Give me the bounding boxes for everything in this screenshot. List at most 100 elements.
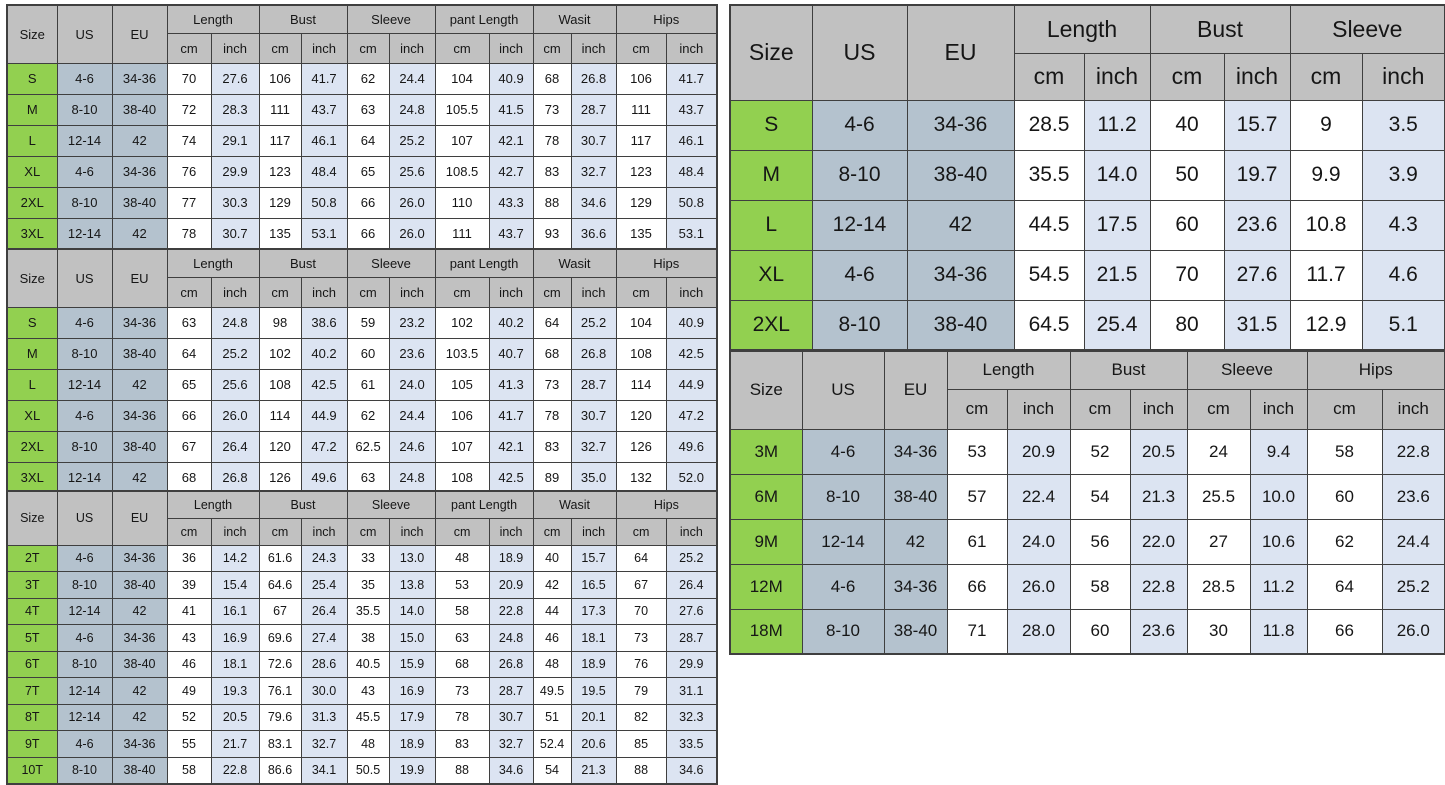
header-unit-cm: cm (532, 517, 572, 546)
cell-cm-value: 72.6 (258, 650, 302, 678)
cell-inch-value: 24.0 (1006, 518, 1071, 565)
cell-cm-value: 111 (615, 93, 667, 126)
cell-cm-value: 78 (532, 399, 572, 432)
size-row: 9T 4-6 34-36 55 21.7 83.1 32.7 48 18.9 83 32.7 52.4… (6, 730, 718, 758)
cell-inch-value: 32.7 (300, 730, 348, 758)
cell-inch-value: 35.0 (570, 461, 617, 494)
cell-inch-value: 29.9 (665, 650, 718, 678)
cell-inch-value: 40.2 (488, 306, 534, 339)
cell-cm-value: 82 (615, 703, 667, 731)
header-unit-inch: inch (1129, 388, 1188, 430)
cell-cm-value: 70 (166, 62, 212, 95)
cell-cm-value: 108 (615, 337, 667, 370)
cell-inch-value: 24.8 (388, 93, 436, 126)
cell-size: 12M (729, 563, 803, 610)
header-unit-inch: inch (488, 517, 534, 546)
cell-cm-value: 64 (166, 337, 212, 370)
header-unit-inch: inch (210, 517, 260, 546)
cell-inch-value: 23.2 (388, 306, 436, 339)
cell-cm-value: 103.5 (434, 337, 490, 370)
cell-eu: 34-36 (111, 730, 168, 758)
cell-inch-value: 46.1 (300, 124, 348, 157)
cell-cm-value: 93 (532, 217, 572, 250)
cell-cm-value: 117 (615, 124, 667, 157)
cell-inch-value: 16.9 (210, 624, 260, 652)
cell-inch-value: 24.8 (388, 461, 436, 494)
cell-inch-value: 32.7 (488, 730, 534, 758)
cell-cm-value: 117 (258, 124, 302, 157)
cell-cm-value: 68 (532, 337, 572, 370)
cell-inch-value: 42.5 (300, 368, 348, 401)
cell-eu: 38-40 (111, 186, 168, 219)
cell-cm-value: 52.4 (532, 730, 572, 758)
size-row: S 4-6 34-36 63 24.8 98 38.6 59 23.2 102 40.2 64 25.2… (6, 306, 718, 339)
cell-cm-value: 108.5 (434, 155, 490, 188)
cell-size: S (6, 62, 58, 95)
cell-cm-value: 63 (434, 624, 490, 652)
cell-inch-value: 14.0 (1083, 149, 1151, 201)
cell-cm-value: 64 (1306, 563, 1383, 610)
cell-cm-value: 114 (615, 368, 667, 401)
cell-cm-value: 111 (258, 93, 302, 126)
header-unit-cm: cm (532, 276, 572, 308)
header-pant-length: pant Length (434, 4, 534, 34)
cell-size: 9M (729, 518, 803, 565)
cell-cm-value: 76.1 (258, 677, 302, 705)
cell-inch-value: 50.8 (665, 186, 718, 219)
cell-cm-value: 67 (166, 430, 212, 463)
cell-cm-value: 78 (166, 217, 212, 250)
cell-inch-value: 32.7 (570, 155, 617, 188)
cell-us: 12-14 (56, 368, 113, 401)
cell-cm-value: 30 (1186, 608, 1251, 655)
size-row: 3XL 12-14 42 78 30.7 135 53.1 66 26.0 111 43.7 93 36… (6, 217, 718, 250)
cell-inch-value: 34.6 (570, 186, 617, 219)
cell-inch-value: 41.7 (488, 399, 534, 432)
cell-us: 4-6 (801, 563, 885, 610)
cell-cm-value: 40.5 (346, 650, 390, 678)
cell-eu: 38-40 (883, 608, 948, 655)
header-sleeve: Sleeve (1186, 350, 1308, 390)
cell-size: 3T (6, 571, 58, 599)
cell-cm-value: 61 (346, 368, 390, 401)
cell-inch-value: 5.1 (1361, 299, 1445, 351)
header-unit-inch: inch (1083, 52, 1151, 101)
cell-inch-value: 23.6 (1381, 473, 1445, 520)
cell-inch-value: 11.2 (1249, 563, 1308, 610)
cell-cm-value: 60 (1069, 608, 1131, 655)
cell-inch-value: 18.1 (570, 624, 617, 652)
size-row: 2XL 8-10 38-40 67 26.4 120 47.2 62.5 24.6 107 42.1… (6, 430, 718, 463)
header-unit-cm: cm (258, 517, 302, 546)
cell-cm-value: 105 (434, 368, 490, 401)
header-unit-inch: inch (388, 517, 436, 546)
cell-cm-value: 78 (532, 124, 572, 157)
header-unit-cm: cm (615, 32, 667, 64)
cell-cm-value: 104 (615, 306, 667, 339)
cell-inch-value: 25.2 (210, 337, 260, 370)
header-unit-inch: inch (300, 517, 348, 546)
size-row: L 12-14 42 44.5 17.5 60 23.6 10.8 4.3 (729, 199, 1445, 251)
header-us: US (811, 4, 908, 101)
cell-inch-value: 40.2 (300, 337, 348, 370)
size-row: 9M 12-14 42 61 24.0 56 22.0 27 10.6 62 24.4 (729, 518, 1445, 565)
cell-inch-value: 28.7 (570, 93, 617, 126)
cell-inch-value: 25.4 (300, 571, 348, 599)
cell-inch-value: 28.7 (570, 368, 617, 401)
cell-cm-value: 73 (532, 368, 572, 401)
cell-eu: 34-36 (906, 249, 1015, 301)
cell-size: L (729, 199, 813, 251)
size-row: 10T 8-10 38-40 58 22.8 86.6 34.1 50.5 19.9 88 34.6… (6, 756, 718, 784)
cell-inch-value: 3.9 (1361, 149, 1445, 201)
cell-cm-value: 76 (166, 155, 212, 188)
cell-cm-value: 33 (346, 544, 390, 572)
cell-cm-value: 106 (434, 399, 490, 432)
cell-inch-value: 14.0 (388, 597, 436, 625)
cell-inch-value: 32.3 (665, 703, 718, 731)
cell-eu: 34-36 (883, 563, 948, 610)
cell-cm-value: 42 (532, 571, 572, 599)
cell-us: 4-6 (811, 99, 908, 151)
cell-us: 4-6 (56, 624, 113, 652)
cell-cm-value: 58 (166, 756, 212, 784)
cell-us: 12-14 (56, 677, 113, 705)
cell-cm-value: 58 (1306, 428, 1383, 475)
cell-inch-value: 19.7 (1223, 149, 1291, 201)
